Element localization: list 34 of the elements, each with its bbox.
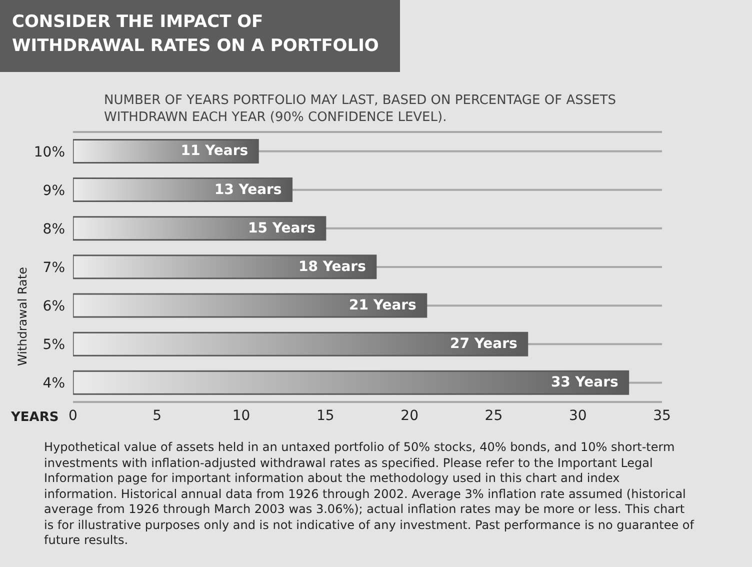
x-tick-label: 20 [400,408,418,424]
x-tick-label: 25 [484,408,503,424]
x-tick-label: 10 [232,408,250,424]
x-tick-label: 0 [68,408,78,424]
x-tick-label: 15 [316,408,334,424]
x-tick-label: 30 [568,408,587,424]
bar [73,138,259,164]
data-label: 21 Years [349,298,416,314]
y-tick-label: 5% [42,337,65,354]
data-label: 33 Years [550,374,618,391]
y-tick-label: 7% [42,260,65,276]
data-label: 13 Years [214,182,282,198]
bar [73,254,377,280]
bar [73,332,528,356]
chart-subtitle: NUMBER OF YEARS PORTFOLIO MAY LAST, BASED ON PERCENTAGE OF ASSETS WITHDRAWN EACH YEAR (90% CONFIDENCE LEVEL). [104,92,618,126]
x-axis-title: YEARS [10,410,59,425]
text: Hypothetical value of assets held in an untaxed portfolio of 50% stocks, 40% bonds, and 10% short-term investments with inflation-adjusted withdrawal rates as specified. Please refer to the Important Legal Information page for important information about the methodology used in this chart and index information. Historical annual data from 1926 through 2002. Average 3% inflation rate assumed (historical average from 1926 through March 2003 was 3.06%); actual inflation rates may be more or less. This chart is for illustrative purposes only and is not indicative of any investment. Past performance is no guarantee of future results. [44,440,694,548]
x-tick-label: 35 [653,408,671,424]
bar [73,178,293,202]
bar [73,216,326,241]
y-tick-label: 6% [42,298,65,315]
bar [73,293,428,318]
y-tick-label: 10% [34,144,65,160]
chart-title: CONSIDER THE IMPACT OF WITHDRAWAL RATES ON A PORTFOLIO [0,0,400,72]
y-tick-label: 8% [42,221,65,238]
x-tick-label: 5 [152,408,162,424]
data-label: 11 Years [180,143,248,160]
y-axis-title: Withdrawal Rate [15,267,30,366]
bar [73,370,630,395]
data-label: 18 Years [298,258,366,275]
data-label: 27 Years [450,336,518,352]
y-tick-label: 4% [42,376,65,392]
y-tick-label: 9% [42,182,65,199]
data-label: 15 Years [248,220,316,236]
